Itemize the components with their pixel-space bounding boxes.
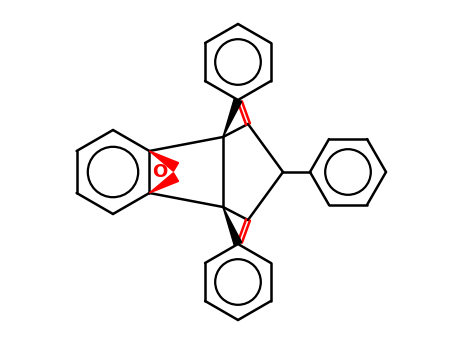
Polygon shape (223, 207, 242, 245)
Polygon shape (149, 173, 178, 193)
Text: O: O (152, 163, 167, 181)
Polygon shape (149, 151, 178, 171)
Polygon shape (223, 98, 242, 137)
